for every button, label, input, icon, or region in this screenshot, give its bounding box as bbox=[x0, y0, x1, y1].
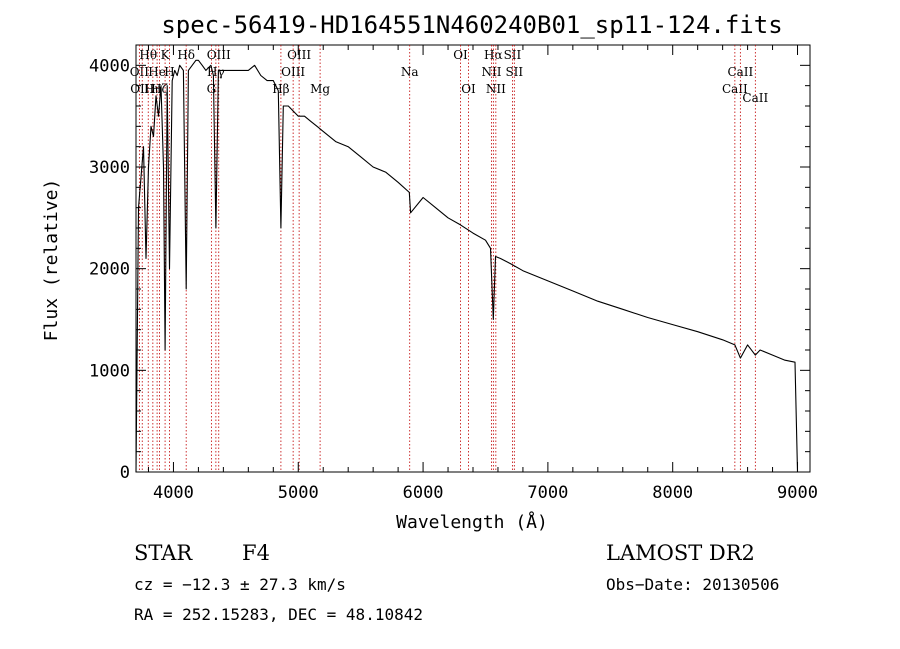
x-tick-label: 6000 bbox=[403, 483, 444, 503]
coordinates: RA = 252.15283, DEC = 48.10842 bbox=[134, 605, 423, 624]
y-axis-label: Flux (relative) bbox=[41, 179, 62, 342]
line-marker-label: G bbox=[207, 82, 217, 96]
line-marker-label: Hζ bbox=[151, 82, 168, 96]
y-tick-label: 2000 bbox=[89, 260, 130, 280]
line-marker-label: Mg bbox=[310, 82, 330, 96]
line-marker-label: SII bbox=[505, 65, 523, 79]
line-marker-label: OIII bbox=[281, 65, 305, 79]
line-marker-label: NII bbox=[481, 65, 501, 79]
line-marker-label: Hθ bbox=[139, 48, 157, 62]
line-marker-label: CaII bbox=[722, 82, 748, 96]
chart-title: spec-56419-HD164551N460240B01_sp11-124.f… bbox=[161, 11, 782, 39]
x-tick-label: 8000 bbox=[652, 483, 693, 503]
object-subclass: F4 bbox=[242, 541, 270, 565]
axis-ticks: 4000 5000 6000 7000 8000 9000 0 1000 2000 3000 400… bbox=[89, 45, 818, 503]
y-tick-label: 1000 bbox=[89, 361, 130, 381]
y-tick-label: 0 bbox=[120, 463, 130, 483]
x-tick-label: 9000 bbox=[777, 483, 818, 503]
x-tick-label: 5000 bbox=[278, 483, 319, 503]
line-marker-label: OII bbox=[130, 65, 150, 79]
spectrum-line bbox=[135, 59, 799, 473]
x-tick-label: 4000 bbox=[153, 483, 194, 503]
line-marker-label: CaII bbox=[727, 65, 753, 79]
line-marker-label: Hη bbox=[144, 82, 162, 96]
emission-line-markers: OIIOIIIHθHηHeHζKHHδGHγOIIIHβOIIIOIIIMgNa… bbox=[130, 45, 768, 472]
x-axis-label: Wavelength (Å) bbox=[396, 511, 548, 533]
y-tick-label: 4000 bbox=[89, 56, 130, 76]
line-marker-label: Hδ bbox=[177, 48, 195, 62]
line-marker-label: SII bbox=[504, 48, 522, 62]
line-marker-label: NII bbox=[486, 82, 506, 96]
line-marker-label: He bbox=[148, 65, 166, 79]
line-marker-label: Hβ bbox=[272, 82, 289, 96]
line-marker-label: CaII bbox=[742, 91, 768, 105]
line-marker-label: OI bbox=[461, 82, 476, 96]
plot-border bbox=[135, 44, 811, 473]
line-marker-label: K bbox=[161, 48, 171, 62]
redshift-cz: cz = −12.3 ± 27.3 km/s bbox=[134, 575, 346, 594]
plot-frame bbox=[135, 44, 811, 473]
object-class: STAR bbox=[134, 541, 193, 565]
line-marker-label: OIII bbox=[207, 48, 231, 62]
obs-date: Obs−Date: 20130506 bbox=[606, 575, 779, 594]
line-marker-label: Na bbox=[401, 65, 419, 79]
y-tick-label: 3000 bbox=[89, 158, 130, 178]
line-marker-label: Hα bbox=[484, 48, 503, 62]
spectrum-series bbox=[135, 59, 799, 473]
line-marker-label: OIII bbox=[287, 48, 311, 62]
line-marker-label: OI bbox=[453, 48, 468, 62]
line-marker-label: H bbox=[164, 65, 174, 79]
survey-name: LAMOST DR2 bbox=[606, 541, 755, 565]
x-tick-label: 7000 bbox=[527, 483, 568, 503]
